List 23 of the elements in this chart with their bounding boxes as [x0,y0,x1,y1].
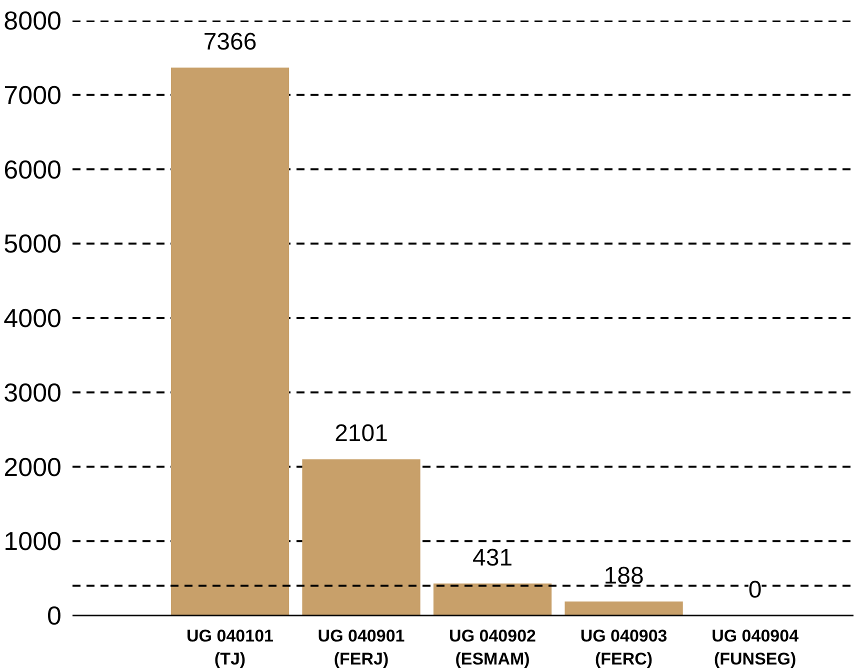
bar [433,583,552,616]
y-tick-label: 8000 [4,6,62,36]
y-tick-label: 0 [47,600,62,630]
bar [564,602,683,616]
x-tick-label: UG 040903 (FERC) [580,626,668,668]
x-tick-label: UG 040901 (FERJ) [318,626,405,668]
x-tick-label: UG 040904 (FUNSEG) [712,626,800,668]
data-label: 2101 [334,420,388,448]
y-tick-label: 3000 [4,377,62,408]
y-tick-label: 6000 [4,154,62,184]
data-label: 188 [604,562,644,590]
data-label: 0 [748,576,762,604]
y-tick-label: 5000 [4,228,62,259]
y-tick-label: 7000 [4,80,62,110]
x-tick-label: UG 040101 (TJ) [186,626,274,668]
bar [302,459,420,616]
x-tick-label: UG 040902 (ESMAM) [449,626,536,668]
y-tick-label: 2000 [4,452,62,482]
y-tick-label: 4000 [4,303,62,333]
data-label: 431 [472,544,513,572]
bar [170,68,290,616]
data-label: 7366 [203,28,257,56]
y-tick-label: 1000 [4,526,62,556]
